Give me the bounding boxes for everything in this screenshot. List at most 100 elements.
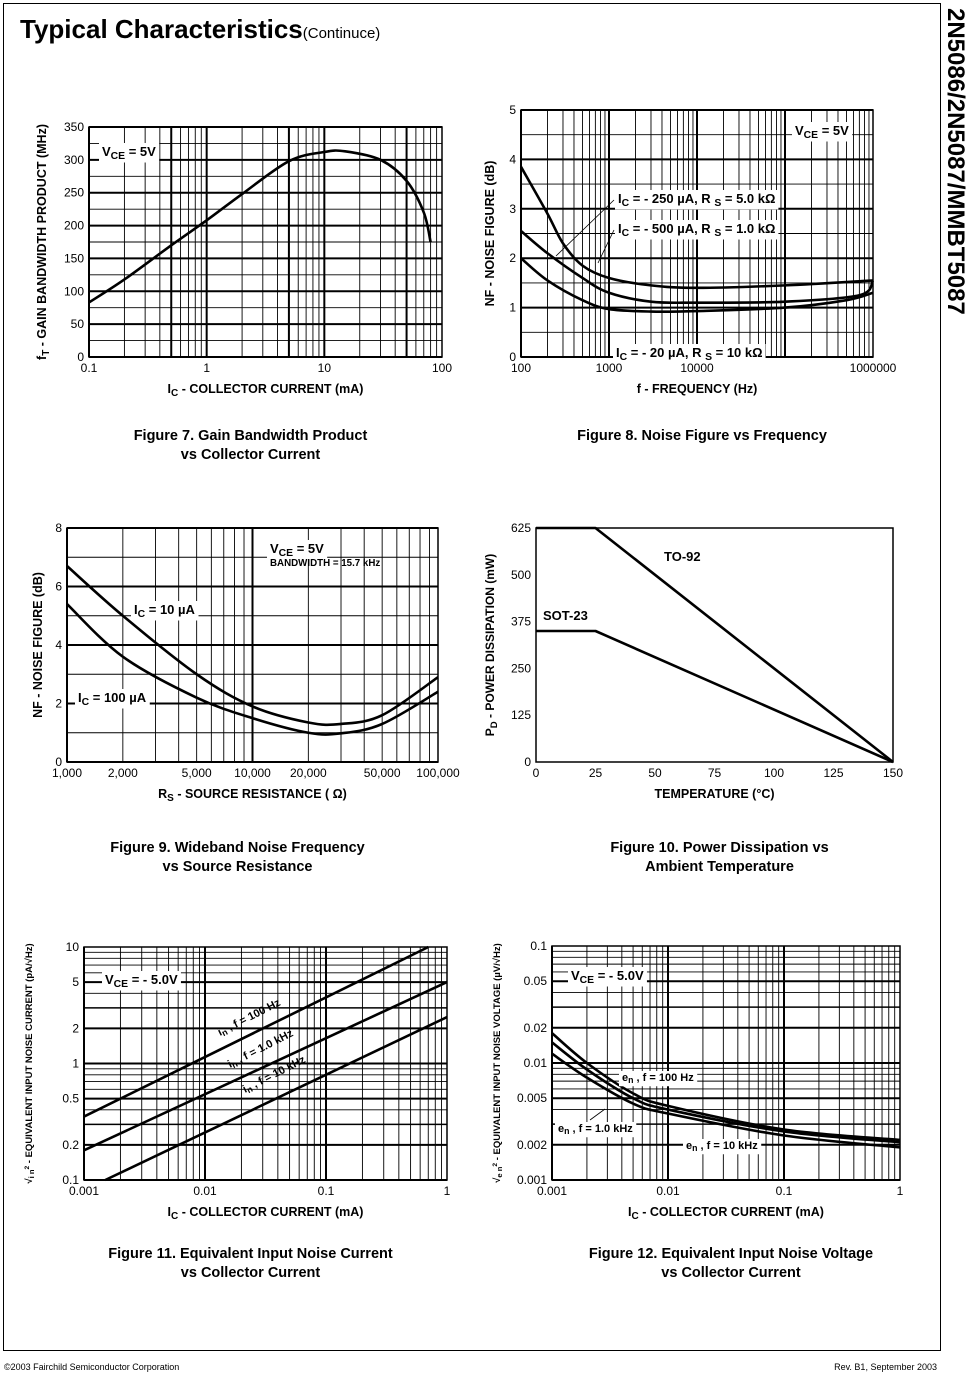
y-axis-label: NF - NOISE FIGURE (dB) [31, 572, 45, 718]
label-part: TO-92 [664, 549, 701, 564]
label-part: I [616, 345, 620, 360]
label-background [267, 540, 328, 560]
y-tick-label: 250 [511, 661, 531, 675]
label-background [661, 548, 704, 565]
label-part: I [168, 382, 171, 396]
label-part: = - 20 µA, R [627, 345, 705, 360]
label-pointer-arrow [589, 1108, 606, 1121]
annotation-label: VCE = 5V [795, 123, 849, 141]
label-part: C [138, 609, 146, 620]
series-line-1 [66, 565, 439, 727]
plot-frame [535, 527, 894, 763]
label-part: TEMPERATURE (°C) [654, 787, 774, 801]
label-part: = 5V [125, 144, 156, 159]
label-part: C [82, 697, 90, 708]
label-background [615, 190, 779, 210]
label-background [131, 601, 199, 621]
page-heading: Typical Characteristics(Continuce) [20, 14, 380, 44]
figure-caption: Figure 10. Power Dissipation vs [610, 840, 828, 856]
figure-caption: Ambient Temperature [645, 859, 794, 875]
side-title: 2N5086/2N5087/MMBT5087 [942, 8, 969, 315]
label-part: = - 500 µA, R [629, 221, 714, 236]
y-tick-label: 2 [55, 697, 62, 711]
label-part: T [41, 350, 52, 356]
y-tick-label: 4 [509, 152, 516, 166]
series-label-3: IC = - 20 µA, R S = 10 kΩ [616, 345, 763, 363]
x-axis-label: RS - SOURCE RESISTANCE ( Ω) [158, 787, 347, 804]
label-background [615, 220, 779, 240]
series-line-1 [83, 945, 429, 1118]
label-part: S [705, 352, 712, 363]
label-part: = 10 kΩ [712, 345, 763, 360]
label-part: I [78, 690, 82, 705]
y-tick-label: 125 [511, 708, 531, 722]
label-part: √ [24, 1178, 35, 1184]
x-tick-label: 75 [708, 766, 722, 780]
label-part: = - 5.0V [128, 972, 178, 987]
y-tick-label: 0.005 [517, 1091, 547, 1105]
y-tick-label: 0.002 [517, 1138, 547, 1152]
label-part: CE [114, 979, 129, 990]
figure-caption: vs Collector Current [181, 447, 321, 463]
series-label-1: TO-92 [664, 549, 701, 564]
label-part: , f = 10 kHz [698, 1140, 759, 1152]
x-tick-label: 2,000 [108, 766, 138, 780]
x-tick-label: 1000 [596, 361, 623, 375]
x-tick-label: 100 [764, 766, 784, 780]
series-line-2 [83, 980, 448, 1152]
x-tick-label: 1 [203, 361, 210, 375]
label-part: e [558, 1123, 564, 1135]
x-axis-label: TEMPERATURE (°C) [654, 787, 774, 801]
y-tick-label: 250 [64, 186, 84, 200]
y-tick-label: 0 [509, 350, 516, 364]
y-tick-label: 1 [72, 1057, 79, 1071]
x-tick-label: 1 [897, 1184, 904, 1198]
chart-figure-10: 0 25 50 75 100 125 150 0 125 250 375 500 625 TEMPERAT… [483, 521, 903, 875]
label-part: C [620, 352, 628, 363]
label-part: e [686, 1140, 692, 1152]
label-background [555, 1122, 637, 1138]
plot-frame [551, 945, 901, 1181]
x-tick-label: 1,000 [52, 766, 82, 780]
x-tick-label: 5,000 [182, 766, 212, 780]
label-part: - COLLECTOR CURRENT (mA) [639, 1205, 824, 1219]
y-tick-label: 2 [509, 251, 516, 265]
chart-figure-7: 0.1 1 10 100 0 50 100 150 200 250 300 350 IC - COLLE… [35, 120, 452, 463]
plot-frame [83, 946, 448, 1181]
label-part: = 5V [293, 541, 324, 556]
label-part: , f = 1.0 kHz [570, 1123, 634, 1135]
x-axis-label: IC - COLLECTOR CURRENT (mA) [628, 1205, 824, 1222]
label-part: I [618, 221, 622, 236]
x-axis-label: IC - COLLECTOR CURRENT (mA) [168, 1205, 364, 1222]
figure-caption: Figure 8. Noise Figure vs Frequency [577, 428, 827, 444]
label-part: n [692, 1143, 697, 1153]
label-part: I [134, 602, 138, 617]
label-background [75, 689, 150, 709]
label-part: - EQUIVALENT INPUT NOISE VOLTAGE (µV/√Hz… [492, 943, 503, 1163]
label-part: - POWER DISSIPATION (mW) [483, 554, 497, 722]
series-line-3 [104, 1015, 448, 1182]
series-label-1: IC = - 250 µA, R S = 5.0 kΩ [618, 191, 775, 209]
chart-figure-11: 0.001 0.01 0.1 1 0.1 0.2 0.5 1 2 5 10 IC - COLLECTO… [24, 940, 451, 1281]
label-background [792, 122, 853, 142]
figure-caption: Figure 12. Equivalent Input Noise Voltag… [589, 1246, 873, 1262]
figure-caption: Figure 7. Gain Bandwidth Product [134, 428, 368, 444]
y-tick-label: 2 [72, 1021, 79, 1035]
x-tick-label: 0.001 [537, 1184, 567, 1198]
x-axis-label: IC - COLLECTOR CURRENT (mA) [168, 382, 364, 399]
label-part: f - FREQUENCY (Hz) [637, 382, 758, 396]
y-axis-label: PD - POWER DISSIPATION (mW) [483, 554, 500, 737]
y-tick-label: 10 [66, 940, 80, 954]
y-axis-label: NF - NOISE FIGURE (dB) [483, 161, 497, 307]
y-tick-label: 6 [55, 580, 62, 594]
label-part: C [622, 228, 630, 239]
label-part: C [171, 388, 178, 399]
y-tick-label: 0 [77, 350, 84, 364]
y-tick-label: 5 [72, 975, 79, 989]
label-part: S [714, 228, 721, 239]
heading-suffix: (Continuce) [303, 25, 381, 42]
x-tick-label: 0.1 [81, 361, 98, 375]
x-tick-label: 25 [589, 766, 603, 780]
x-tick-label: 1000000 [850, 361, 897, 375]
y-tick-label: 0.1 [62, 1173, 79, 1187]
